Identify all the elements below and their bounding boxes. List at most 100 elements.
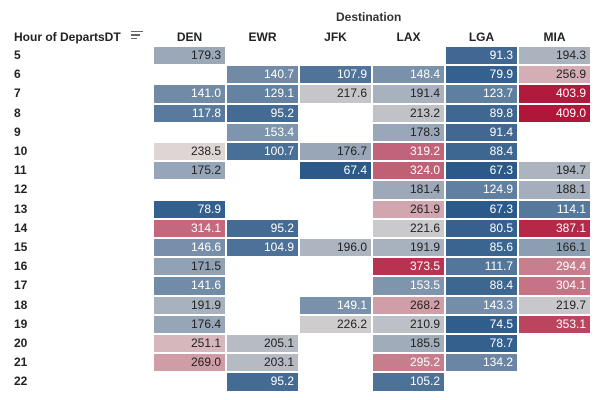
column-header-mia[interactable]: MIA bbox=[543, 30, 566, 44]
heatmap-cell[interactable]: 88.4 bbox=[445, 276, 518, 296]
heatmap-cell[interactable]: 91.4 bbox=[445, 122, 518, 142]
heatmap-cell[interactable]: 314.1 bbox=[153, 218, 226, 238]
heatmap-cell[interactable]: 141.6 bbox=[153, 276, 226, 296]
heatmap-cell[interactable]: 319.2 bbox=[372, 142, 445, 162]
heatmap-cell[interactable]: 196.0 bbox=[299, 238, 372, 258]
heatmap-cell[interactable]: 179.3 bbox=[153, 46, 226, 66]
heatmap-cell[interactable]: 191.4 bbox=[372, 84, 445, 104]
heatmap-cell[interactable]: 304.1 bbox=[518, 276, 591, 296]
heatmap-cell[interactable]: 85.6 bbox=[445, 238, 518, 258]
sort-icon[interactable] bbox=[131, 31, 143, 42]
heatmap-cell[interactable]: 403.9 bbox=[518, 84, 591, 104]
heatmap-cell[interactable]: 89.8 bbox=[445, 103, 518, 123]
row-label-hour-8: 8 bbox=[14, 105, 21, 120]
heatmap-cell[interactable]: 143.3 bbox=[445, 295, 518, 315]
row-label-hour-5: 5 bbox=[14, 48, 21, 62]
heatmap-cell[interactable]: 261.9 bbox=[372, 199, 445, 219]
row-label-hour-13: 13 bbox=[14, 201, 28, 216]
heatmap-cell[interactable]: 134.2 bbox=[445, 353, 518, 373]
heatmap-cell[interactable]: 175.2 bbox=[153, 161, 226, 181]
heatmap-cell[interactable]: 166.1 bbox=[518, 238, 591, 258]
heatmap-cell[interactable]: 294.4 bbox=[518, 257, 591, 277]
row-label-hour-18: 18 bbox=[14, 297, 28, 312]
heatmap-cell[interactable]: 188.1 bbox=[518, 180, 591, 200]
row-label-hour-7: 7 bbox=[14, 86, 21, 101]
heatmap-cell[interactable]: 219.7 bbox=[518, 295, 591, 315]
heatmap-cell[interactable]: 295.2 bbox=[372, 353, 445, 373]
heatmap-cell[interactable]: 203.1 bbox=[226, 353, 299, 373]
row-label-hour-19: 19 bbox=[14, 316, 28, 331]
row-label-hour-21: 21 bbox=[14, 355, 28, 370]
heatmap-cell[interactable]: 95.2 bbox=[226, 372, 299, 392]
heatmap-cell[interactable]: 176.4 bbox=[153, 314, 226, 334]
heatmap-cell[interactable]: 213.2 bbox=[372, 103, 445, 123]
heatmap-cell[interactable]: 67.3 bbox=[445, 199, 518, 219]
heatmap-cell[interactable]: 194.3 bbox=[518, 46, 591, 66]
row-label-hour-12: 12 bbox=[14, 182, 28, 197]
heatmap-cell[interactable]: 191.9 bbox=[372, 238, 445, 258]
heatmap-cell[interactable]: 107.9 bbox=[299, 65, 372, 85]
heatmap-cell[interactable]: 171.5 bbox=[153, 257, 226, 277]
heatmap-cell[interactable]: 78.7 bbox=[445, 334, 518, 354]
row-label-hour-10: 10 bbox=[14, 144, 28, 158]
heatmap-cell[interactable]: 194.7 bbox=[518, 161, 591, 181]
heatmap-cell[interactable]: 141.0 bbox=[153, 84, 226, 104]
column-axis-title: Destination bbox=[336, 10, 402, 24]
column-header-ewr[interactable]: EWR bbox=[248, 30, 277, 44]
row-label-hour-17: 17 bbox=[14, 278, 28, 293]
heatmap-cell[interactable]: 88.4 bbox=[445, 142, 518, 162]
heatmap-cell[interactable]: 221.6 bbox=[372, 218, 445, 238]
heatmap-cell[interactable]: 409.0 bbox=[518, 103, 591, 123]
heatmap-cell[interactable]: 111.7 bbox=[445, 257, 518, 277]
heatmap-cell[interactable]: 129.1 bbox=[226, 84, 299, 104]
heatmap-cell[interactable]: 217.6 bbox=[299, 84, 372, 104]
column-header-jfk[interactable]: JFK bbox=[324, 30, 347, 44]
heatmap-cell[interactable]: 100.7 bbox=[226, 142, 299, 162]
heatmap-cell[interactable]: 176.7 bbox=[299, 142, 372, 162]
heatmap-cell[interactable]: 146.6 bbox=[153, 238, 226, 258]
heatmap-cell[interactable]: 80.5 bbox=[445, 218, 518, 238]
heatmap-cell[interactable]: 226.2 bbox=[299, 314, 372, 334]
heatmap-cell[interactable]: 153.4 bbox=[226, 122, 299, 142]
row-label-hour-14: 14 bbox=[14, 220, 28, 235]
heatmap-cell[interactable]: 269.0 bbox=[153, 353, 226, 373]
column-header-den[interactable]: DEN bbox=[176, 30, 203, 44]
heatmap-cell[interactable]: 191.9 bbox=[153, 295, 226, 315]
heatmap-cell[interactable]: 181.4 bbox=[372, 180, 445, 200]
heatmap-cell[interactable]: 268.2 bbox=[372, 295, 445, 315]
heatmap-cell[interactable]: 238.5 bbox=[153, 142, 226, 162]
heatmap-cell[interactable]: 67.3 bbox=[445, 161, 518, 181]
heatmap-cell[interactable]: 373.5 bbox=[372, 257, 445, 277]
heatmap-cell[interactable]: 324.0 bbox=[372, 161, 445, 181]
heatmap-cell[interactable]: 353.1 bbox=[518, 314, 591, 334]
heatmap-cell[interactable]: 387.1 bbox=[518, 218, 591, 238]
heatmap-cell[interactable]: 104.9 bbox=[226, 238, 299, 258]
heatmap-cell[interactable]: 117.8 bbox=[153, 103, 226, 123]
heatmap-cell[interactable]: 114.1 bbox=[518, 199, 591, 219]
row-label-hour-6: 6 bbox=[14, 67, 21, 82]
heatmap-cell[interactable]: 95.2 bbox=[226, 218, 299, 238]
heatmap-cell[interactable]: 140.7 bbox=[226, 65, 299, 85]
heatmap-cell[interactable]: 149.1 bbox=[299, 295, 372, 315]
heatmap-cell[interactable]: 185.5 bbox=[372, 334, 445, 354]
column-header-lax[interactable]: LAX bbox=[396, 30, 421, 44]
heatmap-cell[interactable]: 256.9 bbox=[518, 65, 591, 85]
heatmap-cell[interactable]: 78.9 bbox=[153, 199, 226, 219]
heatmap-cell[interactable]: 210.9 bbox=[372, 314, 445, 334]
heatmap-cell[interactable]: 123.7 bbox=[445, 84, 518, 104]
heatmap-cell[interactable]: 79.9 bbox=[445, 65, 518, 85]
heatmap-cell[interactable]: 105.2 bbox=[372, 372, 445, 392]
heatmap-cell[interactable]: 153.5 bbox=[372, 276, 445, 296]
heatmap-cell[interactable]: 91.3 bbox=[445, 46, 518, 66]
heatmap-cell[interactable]: 148.4 bbox=[372, 65, 445, 85]
heatmap-cell[interactable]: 205.1 bbox=[226, 334, 299, 354]
heatmap-cell[interactable]: 95.2 bbox=[226, 103, 299, 123]
heatmap-cell[interactable]: 74.5 bbox=[445, 314, 518, 334]
heatmap-cell[interactable]: 178.3 bbox=[372, 122, 445, 142]
heatmap-cell[interactable]: 251.1 bbox=[153, 334, 226, 354]
column-header-lga[interactable]: LGA bbox=[468, 30, 495, 44]
heatmap-cell[interactable]: 67.4 bbox=[299, 161, 372, 181]
heatmap-cell[interactable]: 124.9 bbox=[445, 180, 518, 200]
row-label-hour-22: 22 bbox=[14, 374, 28, 389]
